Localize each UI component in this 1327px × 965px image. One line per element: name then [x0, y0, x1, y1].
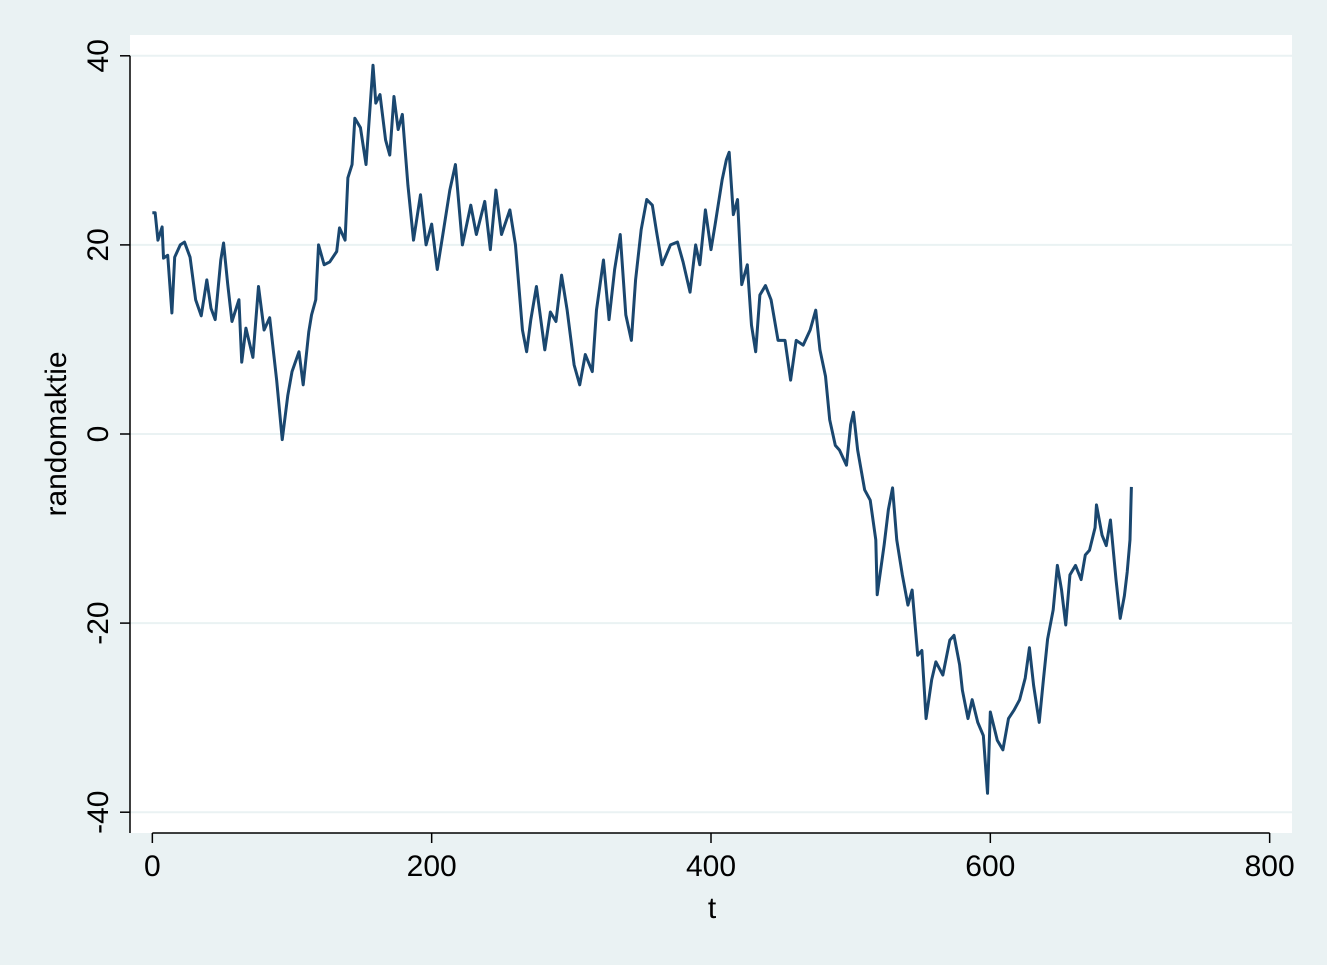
y-tick-label: 20: [82, 228, 115, 261]
x-tick-label: 800: [1245, 850, 1295, 883]
y-axis-label: randomaktie: [40, 351, 73, 516]
y-tick-label: -40: [82, 791, 115, 834]
x-axis-label: t: [708, 892, 717, 925]
y-tick-label: 40: [82, 39, 115, 72]
x-tick-label: 600: [965, 850, 1015, 883]
y-tick-label: 0: [82, 426, 115, 443]
data-line: [152, 63, 1133, 795]
y-tick-label: -20: [82, 601, 115, 644]
x-tick-label: 400: [686, 850, 736, 883]
x-tick-label: 0: [144, 850, 161, 883]
x-tick-label: 200: [407, 850, 457, 883]
